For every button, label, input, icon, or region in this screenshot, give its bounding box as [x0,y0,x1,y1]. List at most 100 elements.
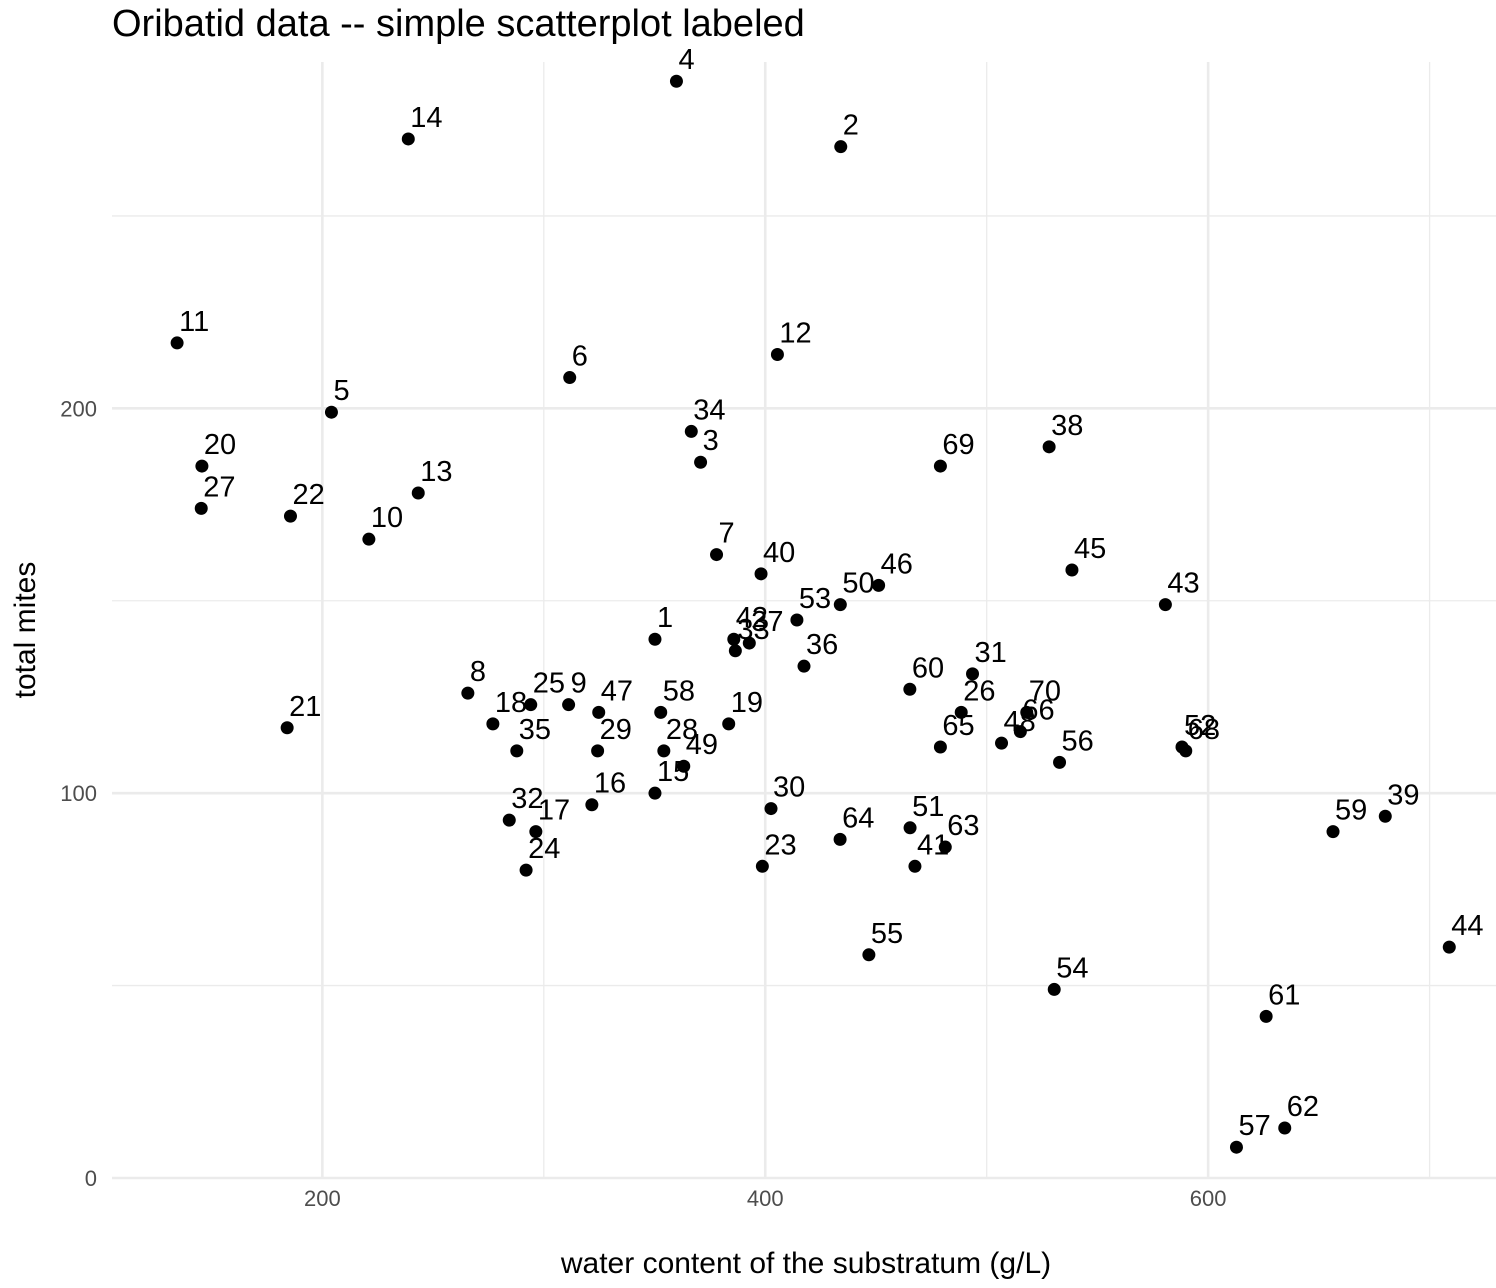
data-point [903,821,917,835]
data-point [938,840,952,854]
data-label: 2 [843,110,859,142]
data-label: 24 [528,833,560,865]
data-point [592,705,606,719]
x-axis-title: water content of the substratum (g/L) [560,1247,1051,1280]
data-point [1278,1121,1292,1135]
data-point [283,509,297,523]
data-label: 35 [519,714,551,746]
data-label: 64 [842,802,874,834]
data-point [797,659,811,673]
data-point [694,455,708,469]
data-point [872,578,886,592]
minor-gridlines [112,62,1496,1178]
x-tick-label: 400 [747,1186,784,1211]
data-point [529,825,543,839]
data-label: 50 [842,568,874,600]
data-point [754,567,768,581]
data-label: 56 [1062,725,1094,757]
data-label: 26 [963,675,995,707]
data-point [677,759,691,773]
data-point [755,859,769,873]
data-label: 39 [1387,779,1419,811]
data-point [966,667,980,681]
data-point [722,717,736,731]
data-label: 7 [719,518,735,550]
data-label: 19 [731,687,763,719]
data-point [657,744,671,758]
data-label: 49 [686,729,718,761]
data-label: 52 [1184,710,1216,742]
data-label: 36 [806,629,838,661]
data-label: 23 [764,829,796,861]
data-point [362,532,376,546]
data-label: 48 [1004,706,1036,738]
data-point [654,705,668,719]
data-point [1378,809,1392,823]
data-label: 25 [533,668,565,700]
y-axis-title: total mites [9,562,42,699]
data-label: 38 [1051,410,1083,442]
data-point [933,740,947,754]
data-point [834,140,848,154]
data-point [195,459,209,473]
data-point [833,832,847,846]
data-point [1179,744,1193,758]
data-label: 30 [773,772,805,804]
data-point [764,802,778,816]
data-point [1065,563,1079,577]
data-point [524,698,538,712]
data-point [954,705,968,719]
data-label: 18 [495,687,527,719]
data-point [833,598,847,612]
y-tick-label: 0 [85,1166,97,1191]
data-point [1442,940,1456,954]
data-point [1047,982,1061,996]
data-label: 43 [1167,568,1199,600]
data-label: 12 [779,317,811,349]
data-label: 61 [1268,979,1300,1011]
data-label: 11 [179,306,209,338]
data-point [1326,825,1340,839]
data-label: 22 [292,479,324,511]
x-tick-label: 200 [304,1186,341,1211]
data-label: 60 [912,652,944,684]
data-point [1229,1140,1243,1154]
data-label: 33 [737,614,769,646]
data-point [1158,598,1172,612]
data-label: 68 [1188,714,1220,746]
data-point [563,371,577,385]
data-point [669,74,683,88]
data-label: 13 [420,456,452,488]
data-label: 55 [871,918,903,950]
data-label: 14 [410,102,442,134]
data-point [591,744,605,758]
data-label: 44 [1451,910,1483,942]
data-label: 27 [203,471,235,503]
data-label: 66 [1022,695,1054,727]
data-point [486,717,500,731]
data-label: 3 [703,425,719,457]
data-label: 34 [693,394,725,426]
data-point [648,632,662,646]
y-tick-label: 200 [60,396,97,421]
data-point [727,632,741,646]
data-label: 4 [678,44,694,76]
data-label: 9 [571,668,587,700]
data-point [742,636,756,650]
data-label: 8 [470,656,486,688]
data-point [324,405,338,419]
data-label: 6 [572,341,588,373]
data-point [862,948,876,962]
data-label: 54 [1056,952,1088,984]
data-point [908,859,922,873]
data-label: 69 [942,429,974,461]
data-point [728,644,742,658]
major-gridlines [112,62,1496,1180]
x-tick-label: 600 [1190,1186,1227,1211]
data-points [170,74,1456,1154]
data-point [519,863,533,877]
chart-title: Oribatid data -- simple scatterplot labe… [112,3,805,45]
data-point [280,721,294,735]
